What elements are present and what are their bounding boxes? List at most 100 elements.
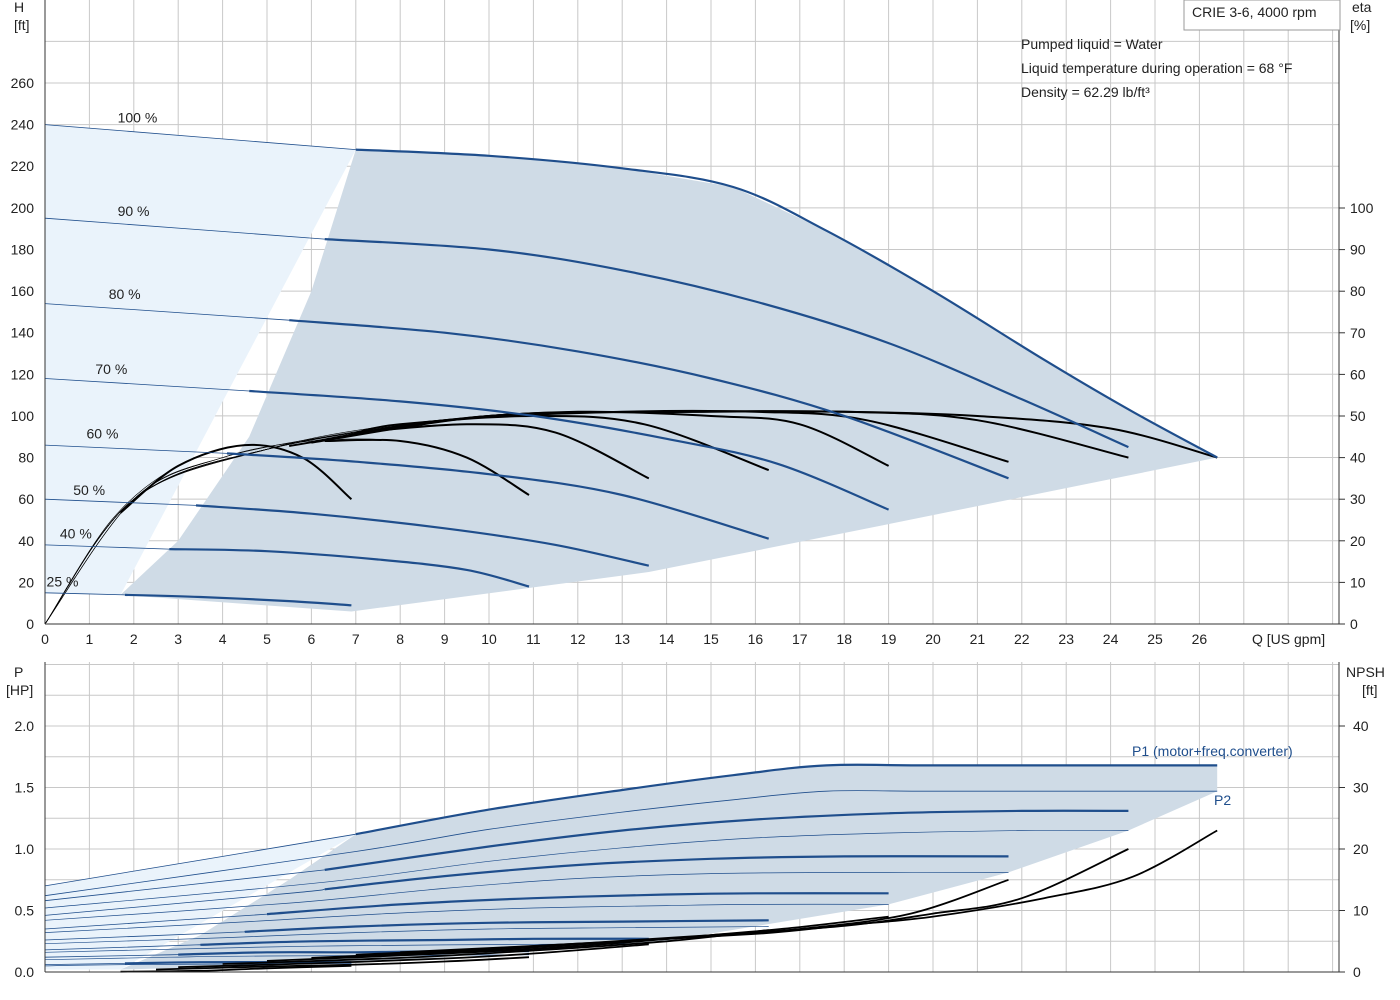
pumped-liquid-text: Pumped liquid = Water	[1021, 36, 1163, 52]
flow-tick-label: 26	[1192, 631, 1208, 647]
head-curve-5	[195, 504, 650, 567]
flow-tick-label: 21	[970, 631, 986, 647]
head-curve-3	[249, 389, 890, 511]
npsh-axis-unit: [ft]	[1362, 682, 1378, 698]
eta-tick-label: 30	[1350, 491, 1366, 507]
head-curve-0	[355, 148, 1218, 459]
npsh-tick-label: 0	[1353, 964, 1361, 980]
npsh-curve-3	[222, 929, 769, 965]
head-tick-label: 120	[11, 366, 35, 382]
power-operating-region	[45, 765, 1218, 970]
head-tick-label: 200	[11, 200, 35, 216]
p2-curve-3	[44, 926, 769, 945]
eta-tick-label: 90	[1350, 242, 1366, 258]
flow-tick-label: 24	[1103, 631, 1119, 647]
head-operating-region	[45, 124, 1218, 612]
flow-tick-label: 25	[1147, 631, 1163, 647]
head-tick-label: 240	[11, 117, 35, 133]
eta-tick-label: 20	[1350, 533, 1366, 549]
head-curve-thin-2	[44, 303, 290, 321]
flow-tick-label: 19	[881, 631, 897, 647]
head-tick-label: 220	[11, 158, 35, 174]
head-tick-label: 20	[18, 574, 34, 590]
model-info-box: CRIE 3-6, 4000 rpm	[1183, 0, 1341, 31]
liquid-info: Pumped liquid = Water Liquid temperature…	[1021, 36, 1292, 100]
head-axis-unit: [ft]	[14, 17, 30, 33]
eta-tick-label: 60	[1350, 366, 1366, 382]
power-chart-axes: 0.0 0.5 1.0 1.5 2.0 0 10 20 30 40	[15, 662, 1369, 980]
npsh-curves	[120, 829, 1218, 973]
p2-curve-2	[44, 903, 889, 933]
eta-tick-label: 50	[1350, 408, 1366, 424]
head-tick-label: 140	[11, 325, 35, 341]
p1-curve-4	[200, 937, 649, 946]
power-tick-label: 0.0	[15, 964, 35, 980]
head-curve-thin-7	[44, 592, 125, 596]
npsh-tick-label: 30	[1353, 780, 1369, 796]
head-tick-label: 180	[11, 241, 35, 257]
p2-max-curve	[44, 790, 1218, 897]
flow-tick-label: 1	[86, 631, 94, 647]
head-curve-thin-4	[44, 444, 228, 454]
flow-tick-label: 8	[396, 631, 404, 647]
head-curve-4	[226, 452, 770, 540]
chart-labels: H [ft] eta [%] Q [US gpm] P [HP] NPSH [f…	[6, 0, 1385, 698]
eta-tick-label: 100	[1350, 200, 1374, 216]
head-tick-label: 100	[11, 408, 35, 424]
p2-curve-4	[44, 943, 649, 953]
speed-label-2: 80 %	[109, 286, 141, 302]
power-tick-label: 1.5	[15, 780, 35, 796]
p1-curve-thin-6	[44, 963, 125, 965]
density-text: Density = 62.29 lb/ft³	[1021, 84, 1150, 100]
head-tick-label: 40	[18, 533, 34, 549]
head-tick-label: 260	[11, 75, 35, 91]
flow-tick-label: 14	[659, 631, 675, 647]
efficiency-curve-7	[289, 410, 1218, 459]
efficiency-curve-1	[324, 438, 530, 496]
speed-label-1: 90 %	[118, 203, 150, 219]
npsh-curve-7	[400, 829, 1218, 954]
npsh-curve-0	[120, 965, 352, 973]
flow-tick-label: 3	[174, 631, 182, 647]
p2-curve-0	[44, 829, 1129, 909]
npsh-tick-label: 20	[1353, 841, 1369, 857]
head-curve-6	[169, 548, 530, 588]
eta-axis-unit: [%]	[1350, 17, 1370, 33]
head-curve-thin-5	[44, 498, 197, 506]
flow-tick-label: 5	[263, 631, 271, 647]
npsh-curve-1	[155, 956, 530, 971]
flow-tick-label: 20	[925, 631, 941, 647]
p2-series-label: P2	[1214, 792, 1231, 808]
head-curves: 100 % 90 % 80 % 70 % 60 % 50 % 40 % 25 %	[44, 109, 1218, 607]
head-curve-thin-3	[44, 378, 250, 392]
operating-region	[120, 149, 1218, 612]
eta-tick-label: 40	[1350, 450, 1366, 466]
speed-label-5: 50 %	[73, 482, 105, 498]
efficiency-curves	[44, 409, 1218, 625]
npsh-axis-title: NPSH	[1346, 664, 1385, 680]
eta-tick-label: 0	[1350, 616, 1358, 632]
flow-tick-label: 16	[748, 631, 764, 647]
flow-tick-label: 7	[352, 631, 360, 647]
power-tick-label: 2.0	[15, 718, 35, 734]
flow-axis-title: Q [US gpm]	[1252, 631, 1325, 647]
flow-tick-label: 17	[792, 631, 808, 647]
flow-tick-label: 6	[308, 631, 316, 647]
light-region	[45, 124, 356, 595]
flow-tick-label: 22	[1014, 631, 1030, 647]
power-axis-title: P	[14, 664, 23, 680]
efficiency-curve-0	[119, 443, 353, 514]
power-axis-unit: [HP]	[6, 682, 33, 698]
power-tick-label: 0.5	[15, 903, 35, 919]
head-chart-axes: 0 1 2 3 4 5 6 7 8 9 10 11 12 13 14 15 16 17 18 19 20 21 22 23 24…	[11, 0, 1374, 647]
p1-series-label: P1 (motor+freq.converter)	[1132, 743, 1293, 759]
p1-curve-2	[266, 892, 889, 916]
flow-tick-label: 9	[441, 631, 449, 647]
flow-tick-label: 11	[526, 631, 541, 647]
head-tick-label: 60	[18, 491, 34, 507]
p1-curve-0	[324, 809, 1129, 871]
power-tick-label: 1.0	[15, 841, 35, 857]
head-axis-title: H	[14, 0, 24, 15]
light-power-region	[45, 834, 356, 970]
